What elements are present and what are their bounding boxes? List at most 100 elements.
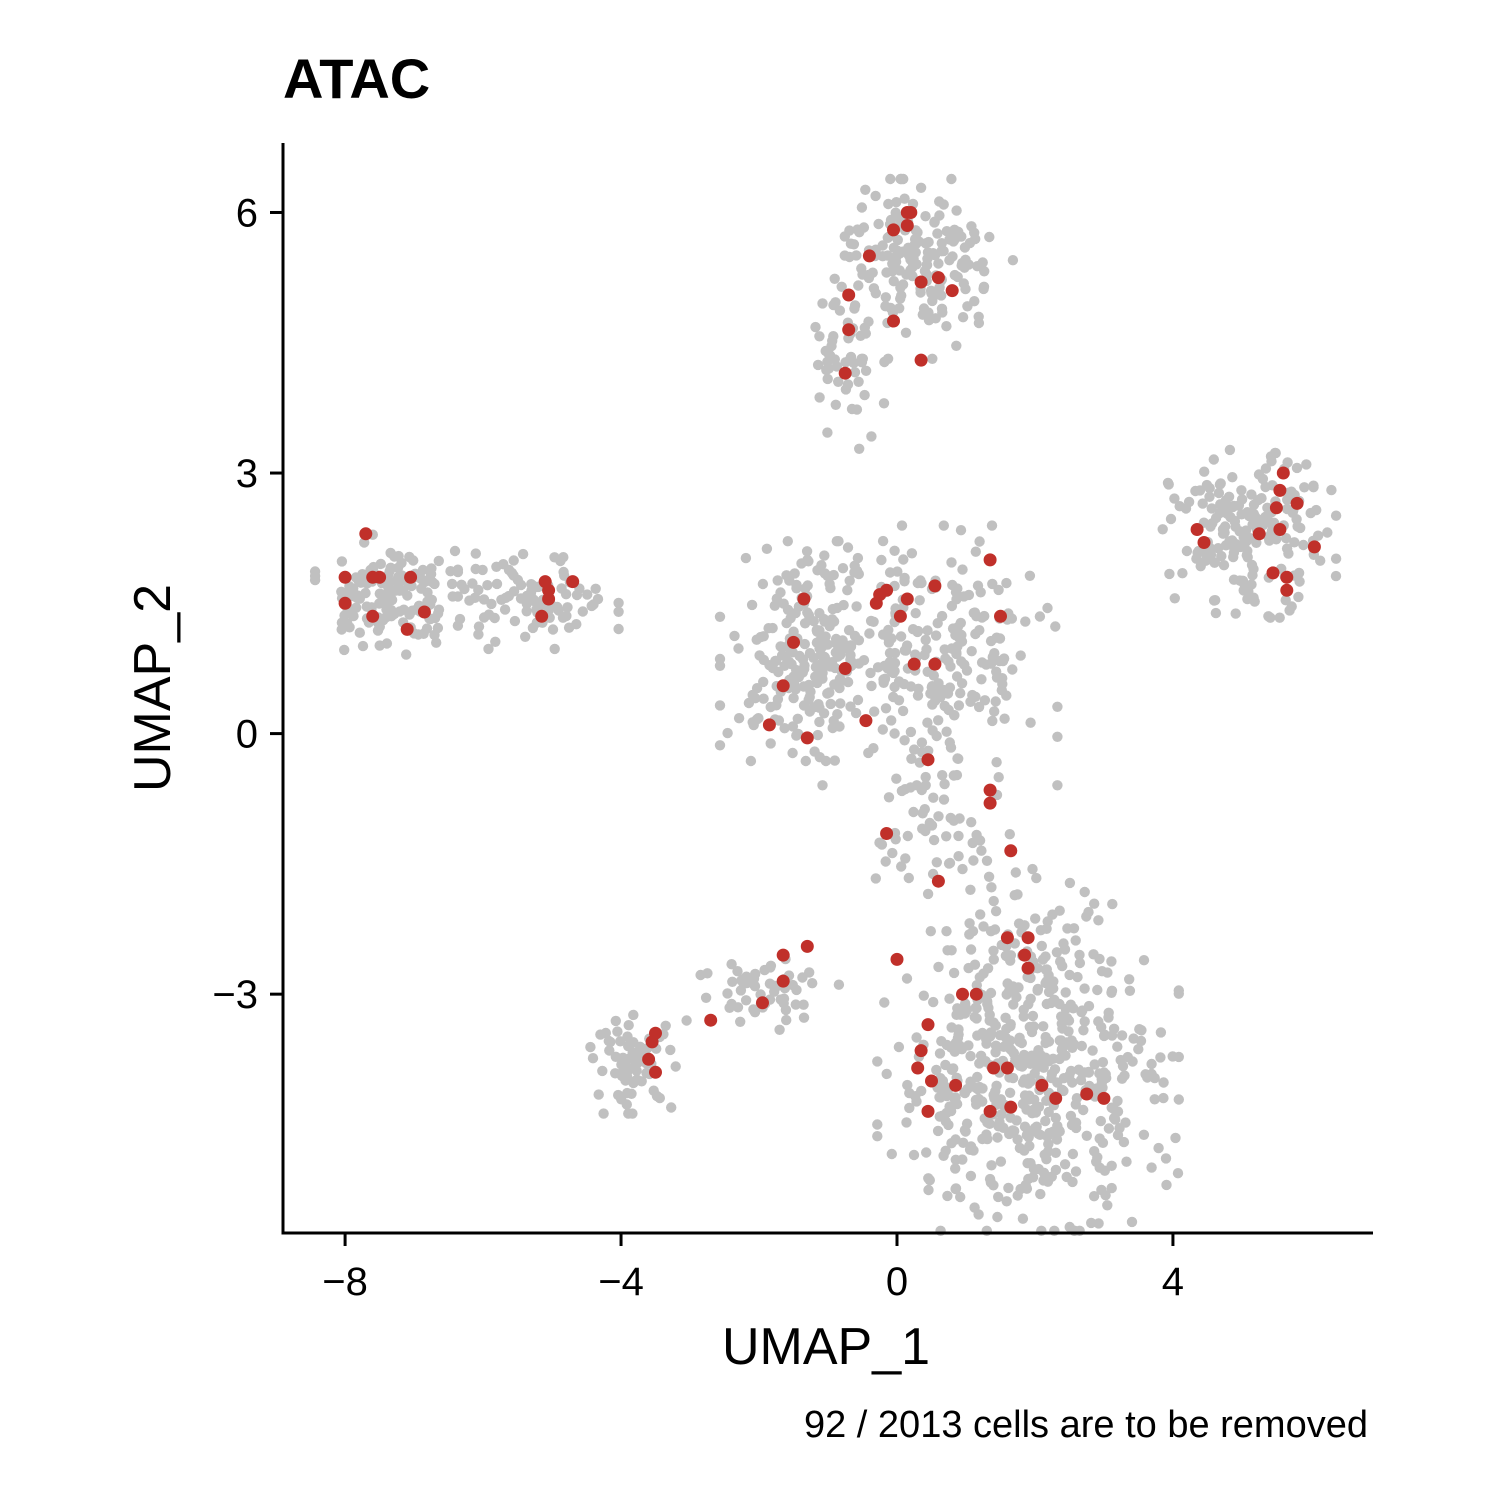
kept-cell-point — [1224, 444, 1236, 456]
y-axis-ticks: −3 0 3 6 — [212, 191, 283, 1017]
kept-cell-point — [973, 701, 985, 713]
kept-cell-point — [883, 198, 894, 210]
kept-cell-point — [822, 373, 833, 385]
kept-cell-point — [623, 1108, 634, 1119]
kept-cell-point — [993, 772, 1004, 783]
kept-cell-point — [735, 985, 747, 996]
kept-cell-point — [959, 1008, 971, 1019]
kept-cell-point — [1019, 920, 1030, 931]
kept-cell-point — [666, 1102, 677, 1113]
kept-cell-point — [933, 258, 944, 269]
kept-cell-point — [1064, 1070, 1075, 1081]
kept-cell-point — [988, 1017, 999, 1028]
kept-cell-point — [558, 552, 569, 563]
kept-cell-point — [426, 563, 437, 574]
kept-cell-point — [681, 1015, 692, 1026]
kept-cell-point — [773, 715, 785, 726]
kept-cell-point — [1206, 503, 1218, 514]
kept-cell-point — [727, 976, 738, 987]
kept-cell-point — [1247, 519, 1258, 530]
kept-cell-point — [722, 727, 733, 739]
kept-cell-point — [1068, 923, 1080, 934]
kept-cell-point — [948, 967, 960, 979]
kept-cell-point — [817, 780, 828, 791]
kept-cell-point — [1155, 1027, 1167, 1038]
kept-cell-point — [740, 552, 752, 564]
kept-cell-point — [879, 356, 890, 368]
kept-cell-point — [1046, 1171, 1058, 1182]
y-axis-title: UMAP_2 — [124, 584, 182, 792]
kept-cell-point — [853, 376, 864, 387]
removed-cell-point — [366, 609, 380, 623]
kept-cell-point — [521, 598, 532, 609]
kept-cell-point — [1253, 494, 1264, 506]
kept-cell-point — [613, 606, 624, 617]
kept-cell-point — [951, 205, 962, 216]
kept-cell-point — [775, 994, 786, 1005]
kept-cell-point — [950, 1134, 961, 1145]
kept-cell-point — [912, 690, 924, 701]
kept-cell-point — [1138, 1129, 1150, 1141]
kept-cell-point — [987, 715, 998, 727]
kept-cell-point — [927, 353, 938, 364]
removed-cell-point — [1190, 523, 1204, 536]
kept-cell-point — [309, 574, 321, 586]
kept-cell-point — [968, 855, 979, 866]
kept-cell-point — [891, 197, 902, 208]
kept-cell-point — [1299, 482, 1310, 493]
kept-cell-point — [901, 973, 913, 984]
kept-cell-point — [961, 665, 973, 676]
kept-cell-point — [890, 256, 902, 267]
kept-cell-point — [1076, 1006, 1087, 1018]
kept-cell-point — [1110, 1114, 1121, 1125]
x-tick-label: 0 — [886, 1260, 908, 1304]
kept-cell-point — [1007, 255, 1019, 266]
kept-cell-point — [1024, 1140, 1035, 1152]
kept-cell-point — [423, 574, 435, 585]
kept-cell-point — [1312, 530, 1324, 541]
removed-cell-point — [983, 783, 997, 797]
removed-cell-point — [776, 974, 790, 988]
removed-cell-point — [762, 718, 776, 732]
kept-cell-point — [473, 621, 485, 632]
kept-cell-point — [915, 287, 926, 298]
removed-cell-point — [776, 679, 790, 693]
kept-cell-point — [849, 367, 861, 378]
kept-cell-point — [946, 945, 957, 956]
kept-cell-point — [970, 628, 981, 640]
kept-cell-point — [1243, 510, 1255, 522]
kept-cell-point — [946, 600, 958, 612]
kept-cell-point — [985, 987, 997, 999]
kept-cell-point — [726, 998, 737, 1010]
kept-cell-point — [1216, 550, 1227, 562]
kept-cell-point — [613, 623, 624, 635]
kept-cell-point — [1018, 1011, 1029, 1022]
kept-cell-point — [977, 257, 988, 268]
removed-cell-point — [1269, 501, 1283, 515]
kept-cell-point — [814, 716, 825, 728]
kept-cell-point — [1157, 524, 1168, 535]
kept-cell-point — [967, 689, 978, 701]
kept-cell-point — [830, 399, 841, 410]
kept-cell-point — [433, 555, 444, 567]
kept-cell-point — [814, 331, 825, 342]
kept-cell-point — [600, 1027, 611, 1039]
kept-cell-point — [613, 597, 624, 609]
kept-cell-point — [781, 1014, 792, 1026]
kept-cell-point — [1124, 985, 1136, 996]
kept-cell-point — [1045, 997, 1057, 1009]
kept-cell-point — [863, 747, 874, 759]
kept-cell-point — [816, 560, 827, 571]
kept-cell-point — [896, 861, 907, 872]
kept-cell-point — [801, 546, 813, 557]
kept-cell-point — [982, 998, 993, 1010]
kept-cell-point — [970, 546, 981, 557]
kept-cell-point — [811, 677, 823, 688]
kept-cell-point — [1013, 982, 1024, 993]
kept-cell-point — [933, 715, 944, 726]
kept-cell-point — [547, 624, 559, 635]
kept-cell-point — [936, 290, 947, 301]
kept-cell-point — [893, 1041, 905, 1053]
kept-cell-point — [931, 1064, 942, 1076]
